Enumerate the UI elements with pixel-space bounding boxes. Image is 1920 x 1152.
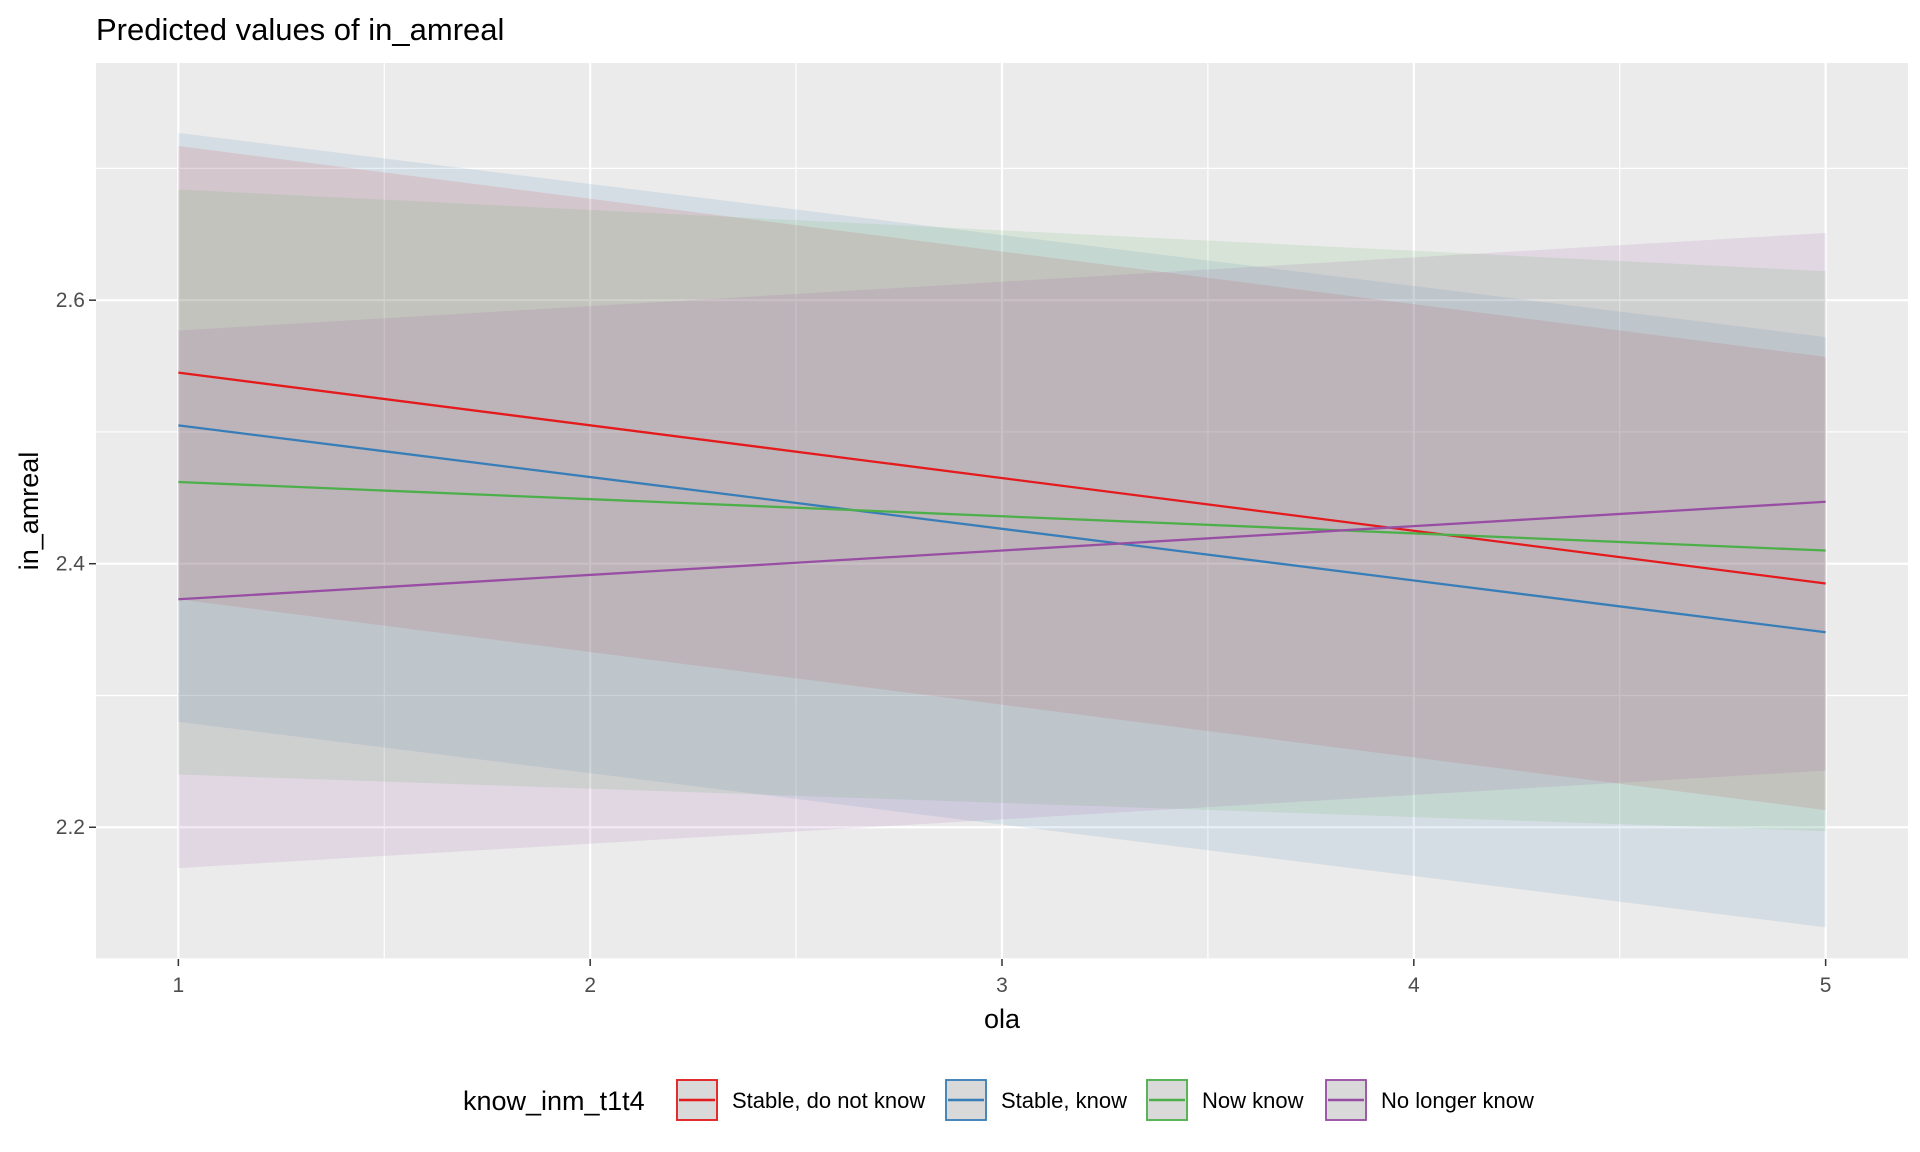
ribbon-series-2 bbox=[178, 132, 1826, 928]
x-axis: 1 2 3 4 5 bbox=[173, 959, 1832, 997]
legend-label: No longer know bbox=[1381, 1088, 1534, 1113]
y-tick-label: 2.6 bbox=[56, 289, 85, 312]
series-lines bbox=[178, 371, 1826, 634]
x-tick-label: 2 bbox=[584, 974, 596, 997]
y-tick-label: 2.4 bbox=[56, 553, 86, 576]
x-tick-label: 3 bbox=[996, 974, 1008, 997]
x-tick-label: 5 bbox=[1820, 974, 1832, 997]
legend-key-border bbox=[945, 1079, 987, 1121]
legend-title: know_inm_t1t4 bbox=[463, 1086, 645, 1116]
legend-key-border bbox=[1146, 1079, 1188, 1121]
line-series-1 bbox=[178, 371, 1826, 585]
line-series-4 bbox=[178, 500, 1826, 601]
y-axis: 2.2 2.4 2.6 bbox=[56, 289, 96, 839]
legend-label: Stable, know bbox=[1001, 1088, 1127, 1113]
x-tick-label: 4 bbox=[1408, 974, 1420, 997]
x-tick-label: 1 bbox=[173, 974, 185, 997]
ribbon-series-3 bbox=[178, 189, 1826, 832]
line-series-2 bbox=[178, 424, 1826, 634]
legend-label: Stable, do not know bbox=[732, 1088, 925, 1113]
chart-title: Predicted values of in_amreal bbox=[96, 12, 504, 47]
line-series-3 bbox=[178, 480, 1826, 552]
legend-key-border bbox=[676, 1079, 718, 1121]
y-axis-title: in_amreal bbox=[14, 452, 44, 571]
grid-major bbox=[96, 63, 1908, 959]
confidence-ribbons bbox=[178, 132, 1826, 928]
legend: know_inm_t1t4 Stable, do not know Stable,… bbox=[463, 1079, 1534, 1121]
legend-key-border bbox=[1325, 1079, 1367, 1121]
x-axis-title: ola bbox=[984, 1004, 1021, 1034]
y-tick-label: 2.2 bbox=[56, 816, 85, 839]
legend-label: Now know bbox=[1202, 1088, 1304, 1113]
